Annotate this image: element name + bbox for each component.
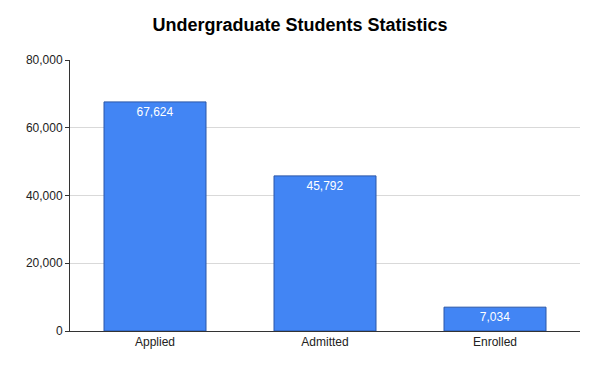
svg-text:Applied: Applied: [135, 335, 175, 349]
svg-text:Admitted: Admitted: [301, 335, 348, 349]
svg-text:Enrolled: Enrolled: [473, 335, 517, 349]
svg-text:40,000: 40,000: [26, 189, 63, 203]
svg-text:67,624: 67,624: [136, 105, 173, 119]
svg-text:0: 0: [56, 324, 63, 338]
svg-text:7,034: 7,034: [480, 310, 510, 324]
svg-text:80,000: 80,000: [26, 53, 63, 67]
svg-text:60,000: 60,000: [26, 121, 63, 135]
svg-text:45,792: 45,792: [306, 179, 343, 193]
svg-text:20,000: 20,000: [26, 256, 63, 270]
svg-text:Undergraduate Students Statist: Undergraduate Students Statistics: [152, 15, 447, 35]
